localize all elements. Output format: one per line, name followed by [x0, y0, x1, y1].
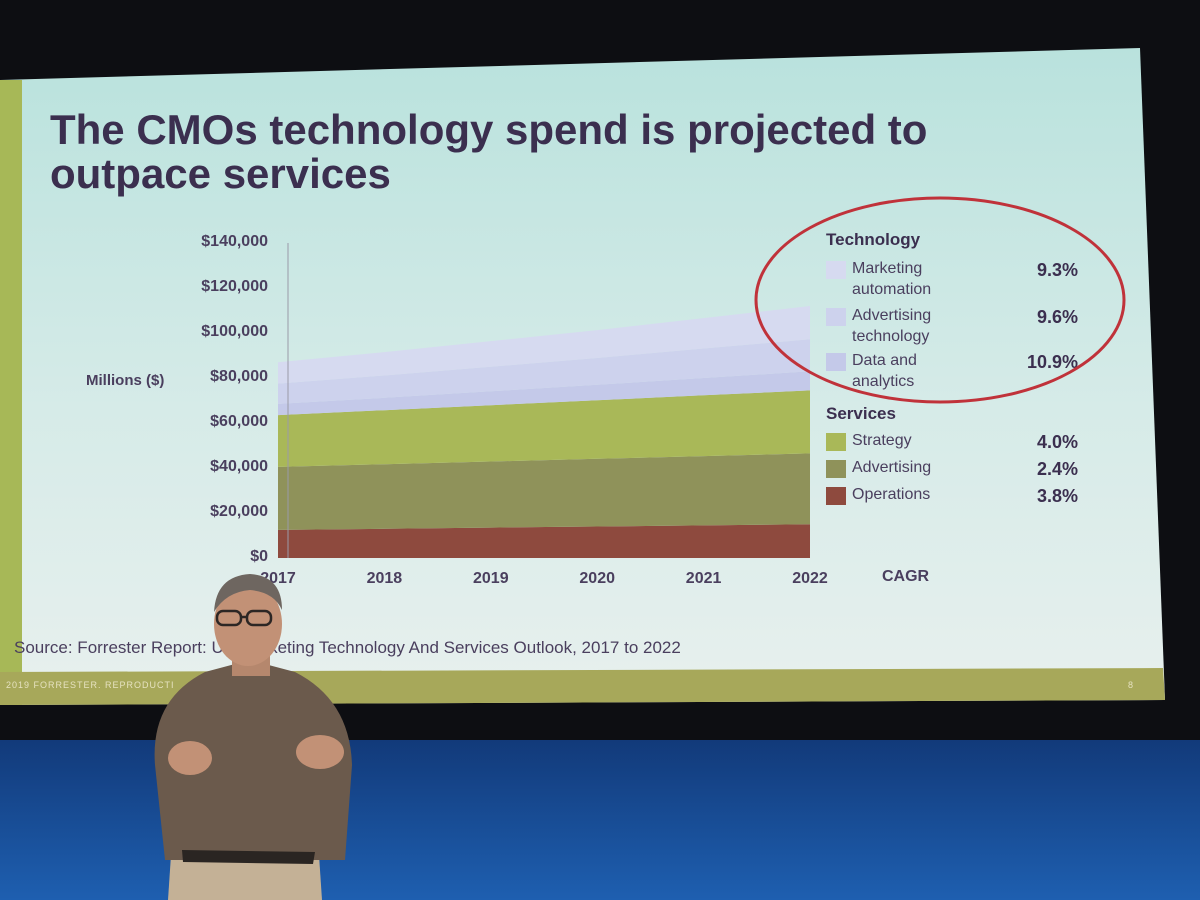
legend-item-operations: Operations 3.8%	[826, 484, 1086, 530]
x-tick-label: 2019	[473, 570, 509, 587]
legend-label: Strategy	[852, 432, 912, 449]
area-marketing-automation	[278, 306, 810, 384]
y-tick-label: $80,000	[210, 368, 268, 385]
x-tick-label: 2020	[579, 570, 615, 587]
legend-label: Advertising	[852, 459, 932, 476]
presenter-left-hand	[168, 741, 212, 775]
y-tick-label: $40,000	[210, 458, 268, 475]
legend-item-marketing-automation: Marketing automation 9.3%	[826, 258, 1086, 304]
legend-label: Operations	[852, 486, 931, 503]
legend-label: Marketing automation	[852, 260, 932, 298]
legend-cagr-value: 4.0%	[1036, 432, 1078, 452]
y-tick-label: $120,000	[201, 278, 268, 295]
x-tick-label: 2018	[366, 570, 403, 587]
legend-cagr-value: 9.6%	[1036, 307, 1078, 327]
presenter-hair	[214, 574, 282, 612]
legend-swatch	[826, 433, 846, 451]
area-strategy	[278, 390, 810, 467]
legend-label: Data and analytics	[852, 352, 917, 390]
legend-item-data-and-analytics: Data and analytics 10.9%	[826, 350, 1086, 396]
legend-swatch	[826, 460, 846, 478]
y-tick-label: $60,000	[210, 413, 268, 430]
slide-title-line-2: outpace services	[50, 150, 391, 197]
legend-label: Advertising technology	[852, 307, 932, 345]
legend-heading-technology: Technology	[826, 230, 921, 249]
y-tick-label: $0	[250, 548, 268, 565]
footer-copyright: 2019 FORRESTER. REPRODUCTI	[6, 680, 175, 690]
presenter-belt	[182, 850, 315, 864]
legend-heading-services: Services	[826, 404, 896, 423]
y-axis-label: Millions ($)	[86, 372, 165, 389]
highlight-circle	[754, 196, 1126, 404]
legend-swatch	[826, 353, 846, 371]
source-note: Source: Forrester Report: US Marketing T…	[14, 638, 681, 657]
legend-cagr-value: 9.3%	[1036, 260, 1078, 280]
legend-cagr-value: 3.8%	[1036, 486, 1078, 506]
legend-swatch	[826, 308, 846, 326]
legend-cagr-value: 10.9%	[1026, 352, 1078, 372]
cagr-header: CAGR	[882, 568, 930, 585]
area-data-and-analytics	[278, 371, 810, 416]
page-number: 8	[1128, 680, 1134, 690]
x-tick-label: 2021	[685, 570, 722, 587]
legend-item-strategy: Strategy 4.0%	[826, 430, 1086, 476]
area-operations	[278, 524, 810, 558]
presenter-shirt	[154, 660, 352, 860]
legend-swatch	[826, 261, 846, 279]
x-tick-label: 2022	[792, 570, 828, 587]
slide-title-line-1: The CMOs technology spend is projected t…	[50, 106, 928, 153]
legend-cagr-value: 2.4%	[1036, 459, 1078, 479]
area-advertising-technology	[278, 339, 810, 404]
presenter-right-hand	[296, 735, 344, 769]
area-advertising	[278, 453, 810, 530]
y-tick-label: $100,000	[201, 323, 268, 340]
y-tick-label: $140,000	[201, 233, 268, 250]
legend-item-advertising-technology: Advertising technology 9.6%	[826, 305, 1086, 351]
y-tick-label: $20,000	[210, 503, 268, 520]
legend-item-advertising: Advertising 2.4%	[826, 457, 1086, 503]
legend-swatch	[826, 487, 846, 505]
